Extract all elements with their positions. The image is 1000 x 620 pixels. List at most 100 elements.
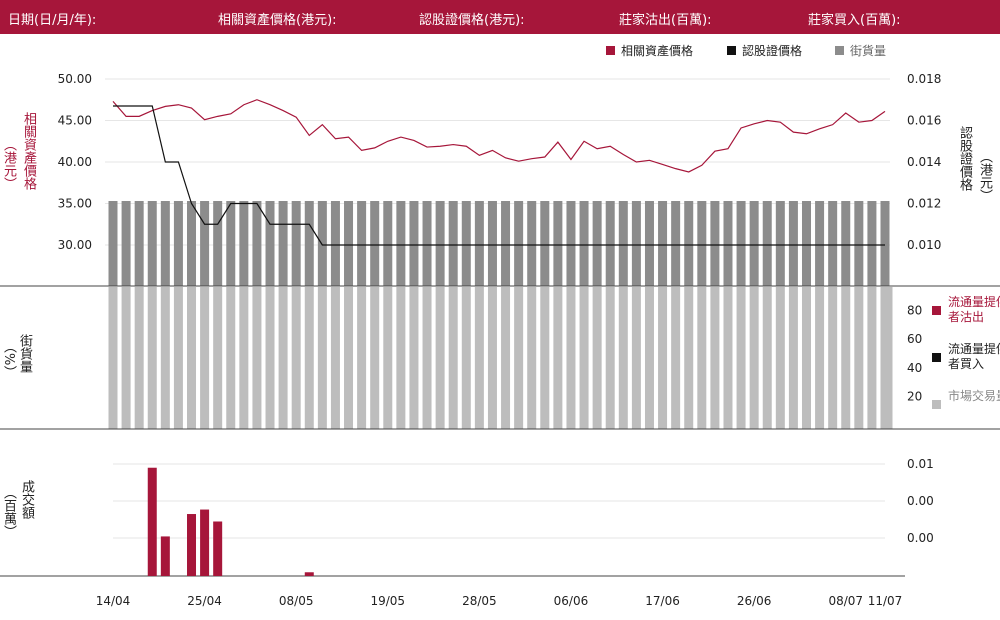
underlying-price-label: 相關資產價格(港元): [218,13,337,28]
turnover-bar [213,521,223,576]
market-volume-bar [644,287,654,429]
outstanding-bar [304,201,314,286]
outstanding-bar [527,201,537,286]
legend-warrant-label: 認股證價格 [742,43,802,58]
market-volume-bar [278,287,288,429]
outstanding-bar [330,201,340,286]
outstanding-tick-label: 80 [907,304,922,318]
right-axis-unit: （港元） [977,150,992,202]
outstanding-bar [487,201,497,286]
turnover-tick-label: 0.00 [907,531,934,545]
market-volume-bar [357,287,367,429]
issuer-sell-label: 莊家沽出(百萬): [619,13,712,28]
outstanding-bar [448,201,458,286]
outstanding-bar [357,201,367,286]
outstanding-bar [422,201,432,286]
outstanding-bar [801,201,811,286]
market-volume-bar [134,287,144,429]
legend-underlying-swatch [606,46,615,55]
left-tick-label: 35.00 [58,197,92,211]
market-volume-bar [422,287,432,429]
outstanding-bar [173,201,183,286]
warrant-price-label: 認股證價格(港元): [419,13,525,28]
outstanding-bar [854,201,864,286]
outstanding-tick-label: 40 [907,361,922,375]
market-volume-bar [200,287,210,429]
outstanding-axis-label: 街貨量 [17,334,32,373]
outstanding-bar [501,201,511,286]
market-volume-bar [566,287,576,429]
panel2-legend-label: 流通量提供 [948,294,1000,309]
right-axis-label: 認股證價格 [957,126,972,191]
market-volume-bar [697,287,707,429]
market-volume-bar [592,287,602,429]
market-volume-bar [409,287,419,429]
turnover-tick-label: 0.00 [907,494,934,508]
x-tick-label: 19/05 [370,594,405,608]
x-tick-label: 06/06 [554,594,589,608]
market-volume-bar [801,287,811,429]
market-volume-bar [553,287,563,429]
panel2-legend-label: 市場交易量 [948,388,1000,403]
outstanding-bar [200,201,210,286]
market-volume-bar [330,287,340,429]
outstanding-bar [566,201,576,286]
outstanding-bar [828,201,838,286]
outstanding-bar [749,201,759,286]
x-tick-label: 14/04 [96,594,131,608]
turnover-axis-label: 成交額 [19,480,34,519]
x-tick-label: 08/05 [279,594,314,608]
x-tick-label: 26/06 [737,594,772,608]
market-volume-bar [658,287,668,429]
market-volume-bar [187,287,197,429]
outstanding-bar [605,201,615,286]
outstanding-bar [474,201,484,286]
outstanding-bar [213,201,223,286]
outstanding-bar [815,201,825,286]
x-tick-label: 25/04 [187,594,222,608]
turnover-bar [147,467,157,576]
outstanding-bar [108,201,118,286]
panel2-legend-swatch [932,306,941,315]
outstanding-bar [788,201,798,286]
right-tick-label: 0.016 [907,114,941,128]
panel2-legend-label: 者買入 [948,357,984,371]
outstanding-bar [187,201,197,286]
right-tick-label: 0.014 [907,155,941,169]
left-tick-label: 45.00 [58,114,92,128]
market-volume-bar [487,287,497,429]
market-volume-bar [173,287,183,429]
market-volume-bar [540,287,550,429]
outstanding-bar [644,201,654,286]
legend-warrant-swatch [727,46,736,55]
right-tick-label: 0.012 [907,197,941,211]
outstanding-bar [762,201,772,286]
outstanding-bar [239,201,249,286]
outstanding-bar [147,201,157,286]
turnover-bar [160,536,170,576]
outstanding-bar [684,201,694,286]
legend-outstanding-label: 街貨量 [850,43,886,58]
outstanding-bar [252,201,262,286]
panel2-legend-label: 者沽出 [948,310,984,324]
legend-outstanding-swatch [835,46,844,55]
outstanding-bar [618,201,628,286]
left-tick-label: 40.00 [58,155,92,169]
market-volume-bar [828,287,838,429]
market-volume-bar [474,287,484,429]
turnover-bar [200,509,210,576]
warrant-price-line [113,105,885,246]
outstanding-bar [880,201,890,286]
market-volume-bar [788,287,798,429]
market-volume-bar [344,287,354,429]
panel2-legend-label: 流通量提供 [948,341,1000,356]
legend-underlying-label: 相關資產價格 [621,43,693,58]
outstanding-bar [736,201,746,286]
outstanding-bar [514,201,524,286]
outstanding-bar [396,201,406,286]
outstanding-bar [134,201,144,286]
market-volume-bar [854,287,864,429]
market-volume-bar [631,287,641,429]
outstanding-axis-unit: （%） [1,340,16,379]
market-volume-bar [108,287,118,429]
